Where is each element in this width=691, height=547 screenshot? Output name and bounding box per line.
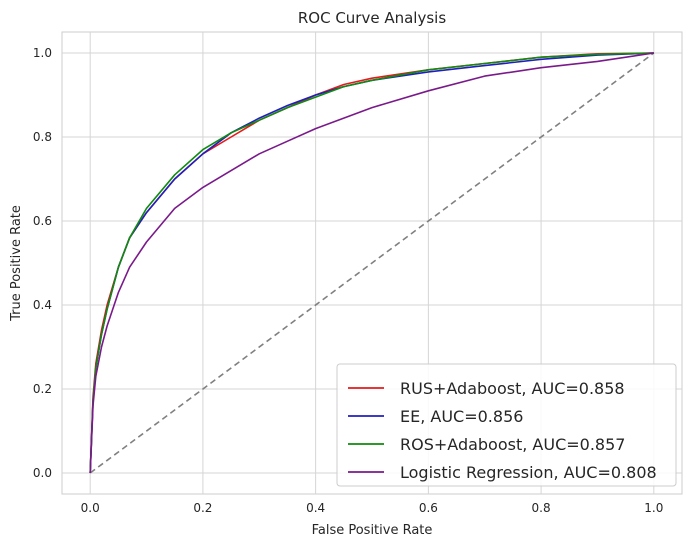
series-lines [89,52,654,474]
y-tick-label: 0.0 [33,466,52,480]
x-axis-label: False Positive Rate [312,523,433,538]
legend-box [336,363,677,487]
y-axis-label: True Positive Rate [9,205,24,322]
chart-title: ROC Curve Analysis [298,9,446,27]
x-tick-label: 0.2 [193,501,212,515]
series-line-3 [89,52,654,474]
legend-label-1: EE, AUC=0.856 [400,407,523,426]
y-tick-labels: 0.0 0.2 0.4 0.6 0.8 1.0 [33,46,52,480]
x-tick-label: 0.4 [306,501,325,515]
x-tick-label: 0.6 [419,501,438,515]
reference-line-group [89,52,655,474]
y-tick-label: 0.6 [33,214,52,228]
legend-label-0: RUS+Adaboost, AUC=0.858 [400,379,625,398]
legend-label-3: Logistic Regression, AUC=0.808 [400,463,657,482]
y-tick-label: 1.0 [33,46,52,60]
series-line-2 [89,52,654,474]
legend-label-2: ROS+Adaboost, AUC=0.857 [400,435,625,454]
reference-diagonal-line [89,52,655,474]
y-tick-label: 0.4 [33,298,52,312]
y-tick-label: 0.8 [33,130,52,144]
legend-items: RUS+Adaboost, AUC=0.858 EE, AUC=0.856 ROS+… [348,379,657,482]
x-tick-label: 1.0 [644,501,663,515]
x-tick-labels: 0.0 0.2 0.4 0.6 0.8 1.0 [81,501,664,515]
x-tick-label: 0.0 [81,501,100,515]
y-tick-label: 0.2 [33,382,52,396]
x-tick-label: 0.8 [532,501,551,515]
legend: RUS+Adaboost, AUC=0.858 EE, AUC=0.856 ROS+… [336,363,677,487]
